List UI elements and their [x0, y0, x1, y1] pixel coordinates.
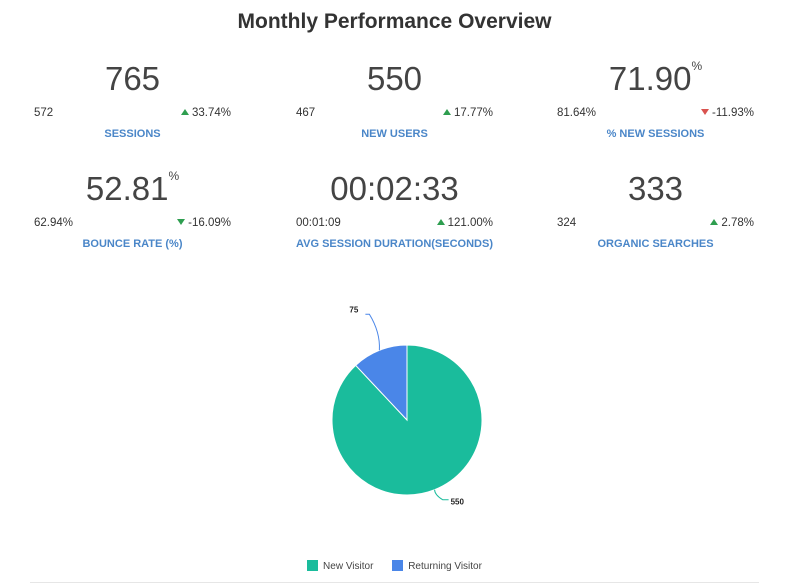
kpi-label: BOUNCE RATE (%)	[82, 238, 183, 250]
kpi-sessions: 765 572 33.74% SESSIONS	[34, 62, 231, 140]
kpi-label: AVG SESSION DURATION(SECONDS)	[296, 238, 493, 250]
kpi-previous-value: 81.64%	[557, 107, 597, 119]
kpi-label: NEW USERS	[361, 128, 428, 140]
kpi-label: % NEW SESSIONS	[606, 128, 705, 140]
kpi-change: 17.77%	[442, 107, 493, 119]
kpi-label: SESSIONS	[104, 128, 161, 140]
trend-up-icon	[436, 219, 445, 225]
legend-item-returning-visitor[interactable]: Returning Visitor	[392, 560, 482, 572]
trend-down-good-icon	[177, 219, 186, 225]
kpi-bounce-rate: 52.81% 62.94% -16.09% BOUNCE RATE (%)	[34, 169, 231, 250]
divider	[30, 582, 759, 583]
kpi-value: 333	[627, 170, 684, 207]
legend-swatch-new-visitor	[307, 560, 319, 571]
kpi-value: 00:02:33	[330, 170, 459, 207]
kpi-value: 765	[104, 60, 161, 97]
chart-legend: New Visitor Returning Visitor	[0, 560, 789, 572]
pie-slice-returning-visitor[interactable]	[354, 344, 408, 422]
kpi-previous-value: 324	[557, 217, 577, 229]
kpi-organic-searches: 333 324 2.78% ORGANIC SEARCHES	[557, 172, 754, 250]
legend-item-new-visitor[interactable]: New Visitor	[307, 560, 373, 572]
trend-down-icon	[701, 109, 710, 115]
kpi-percent-new-sessions: 71.90% 81.64% -11.93% % NEW SESSIONS	[557, 59, 754, 140]
kpi-value: 52.81%	[85, 169, 180, 207]
trend-up-icon	[442, 109, 451, 115]
visitor-pie-chart: 550 75	[331, 305, 483, 507]
pie-data-label: 550	[451, 498, 465, 507]
kpi-change: -16.09%	[177, 217, 231, 229]
kpi-previous-value: 00:01:09	[296, 217, 341, 229]
kpi-previous-value: 572	[34, 107, 54, 119]
kpi-avg-session-duration: 00:02:33 00:01:09 121.00% AVG SESSION DU…	[296, 172, 493, 250]
kpi-change: 2.78%	[710, 217, 754, 229]
kpi-previous-value: 467	[296, 107, 316, 119]
pie-data-label: 75	[349, 305, 358, 314]
kpi-value: 550	[366, 60, 423, 97]
trend-up-icon	[710, 219, 719, 225]
kpi-label: ORGANIC SEARCHES	[597, 238, 714, 250]
kpi-change: 121.00%	[436, 217, 493, 229]
kpi-change: 33.74%	[180, 107, 231, 119]
kpi-new-users: 550 467 17.77% NEW USERS	[296, 62, 493, 140]
kpi-change: -11.93%	[701, 107, 754, 119]
data-label-leader-line	[434, 489, 449, 501]
page-title: Monthly Performance Overview	[237, 10, 552, 33]
trend-up-icon	[180, 109, 189, 115]
legend-swatch-returning-visitor	[392, 560, 404, 571]
kpi-value: 71.90%	[608, 59, 703, 97]
data-label-leader-line	[365, 313, 380, 351]
kpi-previous-value: 62.94%	[34, 217, 74, 229]
